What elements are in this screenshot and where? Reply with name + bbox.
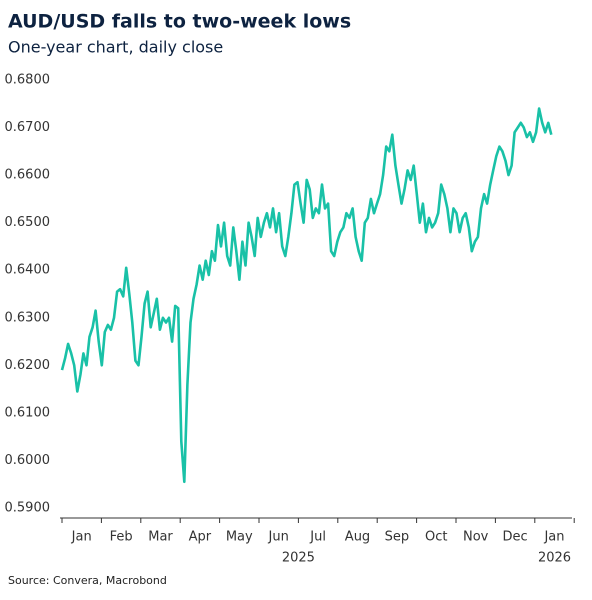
x-tick-label: Feb xyxy=(110,530,133,545)
x-tick-label: Dec xyxy=(503,530,528,545)
x-tick-label: Aug xyxy=(345,530,370,545)
x-tick-label: Sep xyxy=(385,530,410,545)
x-tick-label: Jan xyxy=(71,530,92,545)
y-tick-label: 0.6000 xyxy=(5,453,51,468)
year-label: 2025 xyxy=(282,551,315,566)
x-tick-label: Jul xyxy=(309,530,326,545)
source-note: Source: Convera, Macrobond xyxy=(8,574,167,587)
line-series xyxy=(60,107,553,484)
y-tick-label: 0.6400 xyxy=(5,263,51,278)
chart-title: AUD/USD falls to two-week lows xyxy=(8,11,351,33)
x-tick-label: Jun xyxy=(268,530,289,545)
year-label: 2026 xyxy=(538,551,571,566)
y-tick-label: 0.6700 xyxy=(5,120,51,135)
y-tick-label: 0.5900 xyxy=(5,501,51,516)
y-tick-label: 0.6100 xyxy=(5,405,51,420)
x-tick-label: Oct xyxy=(425,530,447,545)
y-tick-label: 0.6300 xyxy=(5,310,51,325)
y-tick-label: 0.6800 xyxy=(5,73,51,88)
chart-subtitle: One-year chart, daily close xyxy=(8,38,223,57)
x-tick-label: Apr xyxy=(189,530,212,545)
y-tick-label: 0.6200 xyxy=(5,358,51,373)
x-tick-label: Nov xyxy=(463,530,489,545)
y-tick-label: 0.6600 xyxy=(5,168,51,183)
x-tick-label: Mar xyxy=(148,530,173,545)
x-tick-label: May xyxy=(226,530,253,545)
x-tick-label: Jan xyxy=(543,530,564,545)
y-tick-label: 0.6500 xyxy=(5,215,51,230)
